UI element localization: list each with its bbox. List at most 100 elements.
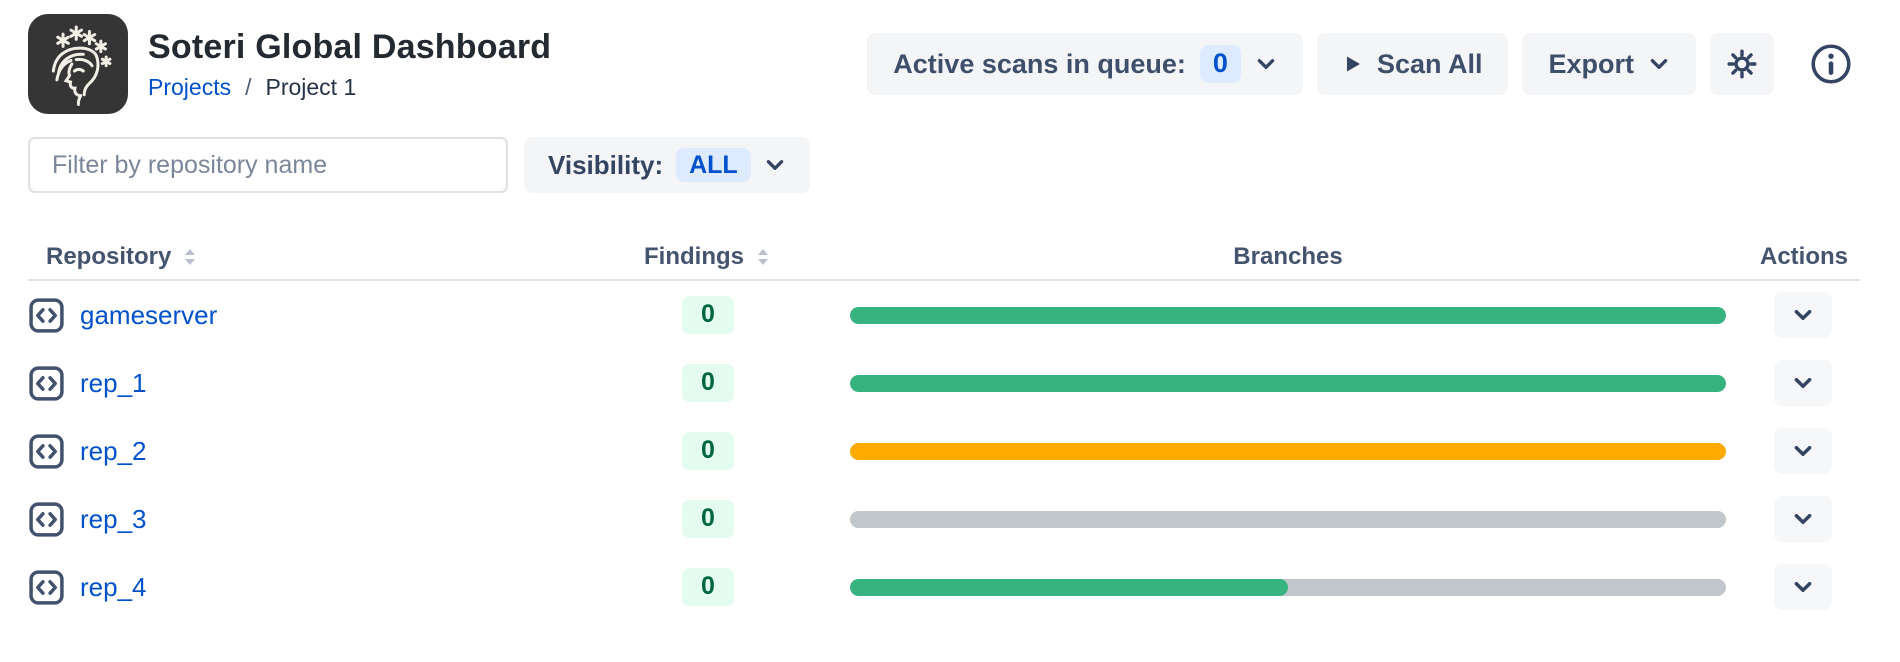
chevron-down-icon — [1792, 372, 1814, 394]
actions-cell — [1740, 292, 1860, 338]
findings-badge: 0 — [682, 296, 734, 334]
findings-badge: 0 — [682, 432, 734, 470]
breadcrumb-projects-link[interactable]: Projects — [148, 73, 232, 100]
table-row: rep_4 0 — [28, 553, 1860, 621]
row-actions-button[interactable] — [1774, 428, 1832, 474]
breadcrumb-current: Project 1 — [265, 73, 357, 100]
breadcrumb-separator: / — [245, 73, 252, 100]
repo-link[interactable]: rep_2 — [80, 435, 147, 466]
play-icon — [1343, 54, 1363, 74]
actions-header-label: Actions — [1759, 243, 1848, 270]
breadcrumb: Projects / Project 1 — [148, 74, 551, 101]
branches-cell — [788, 306, 1740, 324]
repository-code-icon — [28, 569, 65, 606]
findings-cell: 0 — [628, 568, 788, 606]
column-header-branches: Branches — [788, 243, 1740, 271]
actions-cell — [1740, 496, 1860, 542]
branches-header-label: Branches — [1233, 243, 1343, 270]
queue-label: Active scans in queue: — [893, 48, 1186, 79]
repository-cell: rep_2 — [28, 433, 628, 470]
page-title: Soteri Global Dashboard — [148, 27, 552, 66]
findings-header-label: Findings — [644, 243, 744, 270]
repository-code-icon — [28, 433, 65, 470]
repository-code-icon — [28, 365, 65, 402]
branch-bar-track — [850, 442, 1726, 460]
findings-badge: 0 — [682, 364, 734, 402]
branch-bar-track — [850, 578, 1726, 596]
column-header-actions: Actions — [1740, 243, 1860, 271]
active-scans-queue-button[interactable]: Active scans in queue: 0 — [867, 33, 1303, 95]
sort-icon[interactable] — [754, 247, 772, 267]
brand-text: Soteri Global Dashboard Projects / Proje… — [148, 28, 551, 101]
branch-bar-track — [850, 306, 1726, 324]
column-header-repository[interactable]: Repository — [28, 243, 628, 271]
sort-icon[interactable] — [181, 247, 199, 267]
chevron-down-icon — [1792, 440, 1814, 462]
filter-bar: Visibility: ALL — [28, 137, 1860, 193]
chevron-down-icon — [1255, 53, 1277, 75]
repo-link[interactable]: rep_1 — [80, 367, 147, 398]
soteri-logo — [28, 14, 128, 114]
export-button[interactable]: Export — [1522, 33, 1696, 95]
soteri-face-stars-icon — [34, 20, 122, 108]
queue-count-badge: 0 — [1199, 45, 1241, 83]
repo-table-body: gameserver 0 — [28, 281, 1860, 621]
findings-badge: 0 — [682, 568, 734, 606]
row-actions-button[interactable] — [1774, 360, 1832, 406]
branches-cell — [788, 510, 1740, 528]
chevron-down-icon — [1792, 576, 1814, 598]
scan-all-button[interactable]: Scan All — [1316, 33, 1509, 95]
repository-cell: rep_4 — [28, 569, 628, 606]
findings-cell: 0 — [628, 500, 788, 538]
actions-cell — [1740, 360, 1860, 406]
branch-bar-fill — [850, 374, 1726, 392]
row-actions-button[interactable] — [1774, 564, 1832, 610]
branch-bar-fill — [850, 442, 1726, 460]
toolbar: Active scans in queue: 0 Scan All Export — [867, 33, 1860, 95]
chevron-down-icon — [1792, 304, 1814, 326]
branches-cell — [788, 442, 1740, 460]
table-row: gameserver 0 — [28, 281, 1860, 349]
branches-cell — [788, 578, 1740, 596]
branch-bar-track — [850, 374, 1726, 392]
visibility-label: Visibility: — [548, 149, 664, 180]
info-icon — [1808, 41, 1854, 87]
chevron-down-icon — [1648, 53, 1670, 75]
branch-bar-fill — [850, 578, 1288, 596]
branches-cell — [788, 374, 1740, 392]
branch-bar-fill — [850, 306, 1726, 324]
actions-cell — [1740, 564, 1860, 610]
repo-link[interactable]: rep_3 — [80, 503, 147, 534]
repo-link[interactable]: rep_4 — [80, 571, 147, 602]
info-button[interactable] — [1802, 33, 1860, 95]
actions-cell — [1740, 428, 1860, 474]
column-header-findings[interactable]: Findings — [628, 243, 788, 271]
visibility-value-badge: ALL — [676, 147, 751, 183]
table-row: rep_2 0 — [28, 417, 1860, 485]
findings-badge: 0 — [682, 500, 734, 538]
row-actions-button[interactable] — [1774, 292, 1832, 338]
settings-button[interactable] — [1710, 33, 1774, 95]
repository-code-icon — [28, 297, 65, 334]
repo-link[interactable]: gameserver — [80, 299, 218, 330]
table-row: rep_3 0 — [28, 485, 1860, 553]
scan-all-label: Scan All — [1376, 48, 1483, 79]
visibility-filter-button[interactable]: Visibility: ALL — [524, 137, 810, 193]
findings-cell: 0 — [628, 296, 788, 334]
brand: Soteri Global Dashboard Projects / Proje… — [28, 14, 551, 114]
repository-filter-input[interactable] — [28, 137, 508, 193]
findings-cell: 0 — [628, 364, 788, 402]
top-bar: Soteri Global Dashboard Projects / Proje… — [0, 0, 1900, 114]
repository-header-label: Repository — [46, 243, 172, 270]
export-label: Export — [1548, 48, 1634, 79]
findings-cell: 0 — [628, 432, 788, 470]
table-header-row: Repository Findings Branches Actions — [28, 235, 1860, 281]
repository-code-icon — [28, 501, 65, 538]
row-actions-button[interactable] — [1774, 496, 1832, 542]
repository-cell: gameserver — [28, 297, 628, 334]
repository-cell: rep_1 — [28, 365, 628, 402]
branch-bar-track — [850, 510, 1726, 528]
table-row: rep_1 0 — [28, 349, 1860, 417]
chevron-down-icon — [764, 154, 786, 176]
branch-bar-fill — [850, 510, 1726, 528]
